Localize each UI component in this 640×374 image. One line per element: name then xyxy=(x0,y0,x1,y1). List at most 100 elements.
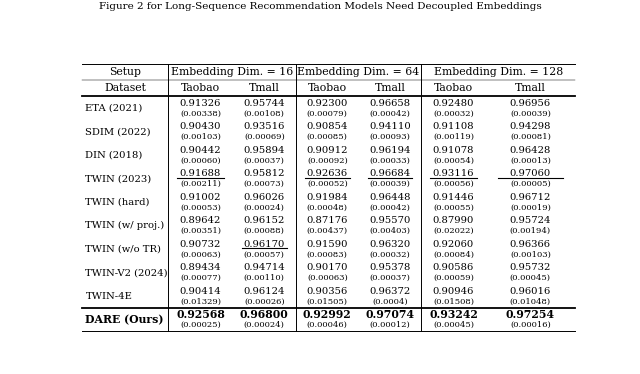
Text: 0.89642: 0.89642 xyxy=(180,216,221,225)
Text: (0.00032): (0.00032) xyxy=(370,250,410,258)
Text: 0.95744: 0.95744 xyxy=(243,99,285,108)
Text: 0.96366: 0.96366 xyxy=(510,239,551,249)
Text: 0.91002: 0.91002 xyxy=(180,193,221,202)
Text: Tmall: Tmall xyxy=(249,83,280,93)
Text: (0.00057): (0.00057) xyxy=(244,250,285,258)
Text: 0.92480: 0.92480 xyxy=(433,99,474,108)
Text: 0.96956: 0.96956 xyxy=(510,99,551,108)
Text: (0.00054): (0.00054) xyxy=(433,156,474,165)
Text: Figure 2 for Long-Sequence Recommendation Models Need Decoupled Embeddings: Figure 2 for Long-Sequence Recommendatio… xyxy=(99,2,541,11)
Text: 0.92300: 0.92300 xyxy=(307,99,348,108)
Text: 0.96428: 0.96428 xyxy=(509,145,551,154)
Text: (0.00338): (0.00338) xyxy=(180,110,221,117)
Text: 0.96320: 0.96320 xyxy=(369,239,411,249)
Text: (0.00056): (0.00056) xyxy=(433,180,474,188)
Text: (0.00046): (0.00046) xyxy=(307,321,348,329)
Text: (0.00194): (0.00194) xyxy=(510,227,551,235)
Text: (0.00351): (0.00351) xyxy=(180,227,221,235)
Text: Dataset: Dataset xyxy=(104,83,147,93)
Text: 0.96372: 0.96372 xyxy=(369,286,411,295)
Text: (0.01508): (0.01508) xyxy=(433,297,474,305)
Text: 0.90732: 0.90732 xyxy=(180,239,221,249)
Text: TWIN-4E: TWIN-4E xyxy=(86,292,132,301)
Text: SDIM (2022): SDIM (2022) xyxy=(86,127,151,136)
Text: 0.96712: 0.96712 xyxy=(509,193,551,202)
Text: (0.00110): (0.00110) xyxy=(244,274,285,282)
Text: (0.00013): (0.00013) xyxy=(510,156,551,165)
Text: 0.91984: 0.91984 xyxy=(307,193,348,202)
Text: (0.00119): (0.00119) xyxy=(433,133,474,141)
Text: Embedding Dim. = 64: Embedding Dim. = 64 xyxy=(298,67,420,77)
Text: (0.00032): (0.00032) xyxy=(433,110,474,117)
Text: 0.93516: 0.93516 xyxy=(244,122,285,131)
Text: (0.00063): (0.00063) xyxy=(180,250,221,258)
Text: (0.00093): (0.00093) xyxy=(369,133,410,141)
Text: 0.90442: 0.90442 xyxy=(180,145,221,154)
Text: Taobao: Taobao xyxy=(181,83,220,93)
Text: (0.00069): (0.00069) xyxy=(244,133,285,141)
Text: (0.00088): (0.00088) xyxy=(244,227,285,235)
Text: (0.00108): (0.00108) xyxy=(244,110,285,117)
Text: 0.95724: 0.95724 xyxy=(509,216,551,225)
Text: 0.97060: 0.97060 xyxy=(509,169,551,178)
Text: (0.00026): (0.00026) xyxy=(244,297,285,305)
Text: 0.95732: 0.95732 xyxy=(509,263,551,272)
Text: (0.00033): (0.00033) xyxy=(369,156,410,165)
Text: 0.94110: 0.94110 xyxy=(369,122,411,131)
Text: (0.00045): (0.00045) xyxy=(510,274,551,282)
Text: (0.00055): (0.00055) xyxy=(433,203,474,211)
Text: Embedding Dim. = 128: Embedding Dim. = 128 xyxy=(433,67,563,77)
Text: 0.95894: 0.95894 xyxy=(243,145,285,154)
Text: (0.00042): (0.00042) xyxy=(369,203,410,211)
Text: 0.91326: 0.91326 xyxy=(180,99,221,108)
Text: (0.02022): (0.02022) xyxy=(433,227,474,235)
Text: 0.96194: 0.96194 xyxy=(369,145,411,154)
Text: (0.00081): (0.00081) xyxy=(510,133,551,141)
Text: (0.00211): (0.00211) xyxy=(180,180,221,188)
Text: (0.01048): (0.01048) xyxy=(510,297,551,305)
Text: 0.90414: 0.90414 xyxy=(180,286,221,295)
Text: 0.94298: 0.94298 xyxy=(509,122,551,131)
Text: 0.91688: 0.91688 xyxy=(180,169,221,178)
Text: 0.92992: 0.92992 xyxy=(303,309,351,320)
Text: TWIN (2023): TWIN (2023) xyxy=(86,174,152,183)
Text: (0.00037): (0.00037) xyxy=(244,156,285,165)
Text: 0.96170: 0.96170 xyxy=(244,239,285,249)
Text: (0.00403): (0.00403) xyxy=(369,227,410,235)
Text: Tmall: Tmall xyxy=(515,83,546,93)
Text: 0.97254: 0.97254 xyxy=(506,309,555,320)
Text: (0.00060): (0.00060) xyxy=(180,156,221,165)
Text: 0.96152: 0.96152 xyxy=(244,216,285,225)
Text: (0.00063): (0.00063) xyxy=(307,274,348,282)
Text: 0.94714: 0.94714 xyxy=(243,263,285,272)
Text: DARE (Ours): DARE (Ours) xyxy=(86,314,164,325)
Text: (0.00052): (0.00052) xyxy=(307,180,348,188)
Text: (0.00059): (0.00059) xyxy=(433,274,474,282)
Text: (0.00103): (0.00103) xyxy=(510,250,551,258)
Text: 0.96658: 0.96658 xyxy=(369,99,411,108)
Text: Setup: Setup xyxy=(109,67,141,77)
Text: (0.00079): (0.00079) xyxy=(307,110,348,117)
Text: 0.92060: 0.92060 xyxy=(433,239,474,249)
Text: (0.0004): (0.0004) xyxy=(372,297,408,305)
Text: Taobao: Taobao xyxy=(308,83,347,93)
Text: 0.90170: 0.90170 xyxy=(307,263,348,272)
Text: (0.00083): (0.00083) xyxy=(307,250,348,258)
Text: 0.97074: 0.97074 xyxy=(365,309,415,320)
Text: 0.91078: 0.91078 xyxy=(433,145,474,154)
Text: (0.00437): (0.00437) xyxy=(307,227,348,235)
Text: 0.96800: 0.96800 xyxy=(240,309,289,320)
Text: (0.00053): (0.00053) xyxy=(180,203,221,211)
Text: (0.01505): (0.01505) xyxy=(307,297,348,305)
Text: (0.00077): (0.00077) xyxy=(180,274,221,282)
Text: (0.00016): (0.00016) xyxy=(510,321,551,329)
Text: 0.95812: 0.95812 xyxy=(243,169,285,178)
Text: (0.01329): (0.01329) xyxy=(180,297,221,305)
Text: 0.87176: 0.87176 xyxy=(307,216,348,225)
Text: (0.00039): (0.00039) xyxy=(369,180,410,188)
Text: 0.91446: 0.91446 xyxy=(433,193,474,202)
Text: (0.00092): (0.00092) xyxy=(307,156,348,165)
Text: 0.87990: 0.87990 xyxy=(433,216,474,225)
Text: (0.00005): (0.00005) xyxy=(510,180,551,188)
Text: (0.00019): (0.00019) xyxy=(510,203,551,211)
